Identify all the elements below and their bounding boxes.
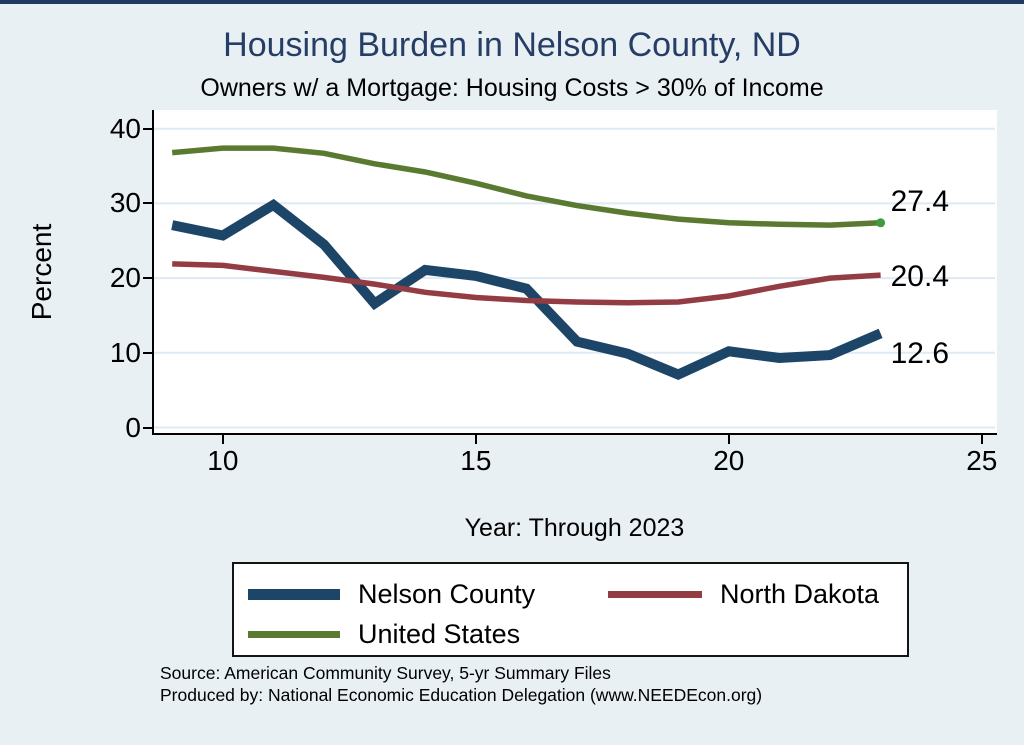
- legend: Nelson County North Dakota United States: [232, 562, 909, 657]
- x-tick-mark-25: [980, 435, 983, 444]
- y-tick-label-10: 10: [109, 336, 141, 368]
- plot-area: [152, 110, 997, 435]
- chart-title: Housing Burden in Nelson County, ND: [223, 26, 801, 64]
- legend-swatch-united-states: [248, 630, 340, 638]
- x-tick-mark-15: [474, 435, 477, 444]
- y-tick-mark-0: [143, 426, 152, 429]
- source-note: Source: American Community Survey, 5-yr …: [160, 662, 762, 706]
- series-end-label-nelson-county: 12.6: [890, 337, 949, 371]
- y-tick-mark-40: [143, 127, 152, 130]
- source-line-1: Source: American Community Survey, 5-yr …: [160, 663, 611, 683]
- y-tick-mark-30: [143, 202, 152, 205]
- y-tick-label-40: 40: [109, 112, 141, 144]
- series-line-north-dakota: [172, 261, 881, 306]
- legend-label-north-dakota: North Dakota: [720, 578, 880, 609]
- y-tick-label-20: 20: [109, 262, 141, 294]
- chart-subtitle: Owners w/ a Mortgage: Housing Costs > 30…: [200, 74, 824, 102]
- x-tick-mark-20: [727, 435, 730, 444]
- x-axis-title: Year: Through 2023: [464, 514, 685, 542]
- legend-item-united-states: United States: [248, 617, 520, 651]
- y-axis-title: Percent: [26, 223, 57, 321]
- y-tick-label-0: 0: [125, 411, 141, 443]
- source-line-2: Produced by: National Economic Education…: [160, 685, 763, 705]
- x-tick-label-15: 15: [460, 445, 492, 476]
- y-tick-label-30: 30: [109, 187, 141, 219]
- x-tick-label-25: 25: [966, 445, 998, 476]
- series-end-label-united-states: 27.4: [890, 184, 949, 218]
- x-tick-mark-10: [221, 435, 224, 444]
- x-tick-label-20: 20: [713, 445, 745, 476]
- legend-item-nelson-county: Nelson County: [248, 577, 535, 611]
- x-tick-label-10: 10: [207, 445, 239, 476]
- series-line-united-states: [171, 145, 881, 228]
- legend-swatch-nelson-county: [248, 588, 340, 600]
- y-tick-mark-20: [143, 277, 152, 280]
- y-tick-mark-10: [143, 351, 152, 354]
- legend-label-united-states: United States: [358, 618, 521, 649]
- legend-swatch-north-dakota: [608, 590, 702, 598]
- chart-canvas: [152, 110, 997, 435]
- end-marker-dot: [876, 218, 886, 228]
- series-end-label-north-dakota: 20.4: [890, 260, 949, 294]
- series-line-nelson-county: [171, 198, 883, 380]
- legend-label-nelson-county: Nelson County: [358, 578, 536, 609]
- top-accent-bar: [0, 0, 1024, 4]
- legend-item-north-dakota: North Dakota: [608, 577, 879, 611]
